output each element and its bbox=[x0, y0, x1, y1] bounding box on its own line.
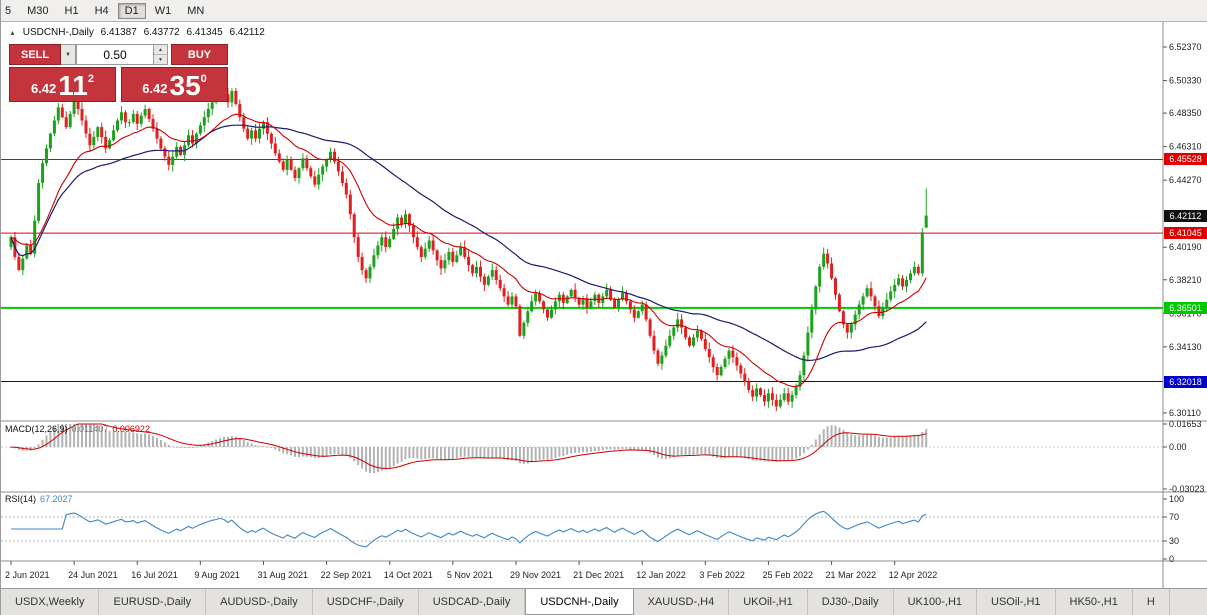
chart-tab-bar: USDX,Weekly EURUSD-,Daily AUDUSD-,Daily USD… bbox=[1, 588, 1207, 615]
sell-price-point: 2 bbox=[87, 73, 95, 85]
macd-main-value: 0.011407 bbox=[71, 424, 109, 434]
svg-text:6.34130: 6.34130 bbox=[1169, 342, 1202, 352]
sell-button[interactable]: SELL bbox=[9, 44, 61, 65]
svg-text:6.30110: 6.30110 bbox=[1169, 408, 1201, 418]
svg-text:29 Nov 2021: 29 Nov 2021 bbox=[510, 570, 561, 580]
chart-tab[interactable]: UKOil-,H1 bbox=[729, 589, 808, 615]
ohlc-open: 6.41387 bbox=[100, 27, 137, 38]
symbol-title: USDCNH-,Daily bbox=[22, 27, 94, 38]
volume-input[interactable] bbox=[77, 45, 153, 64]
buy-price-main: 6.42 bbox=[142, 81, 168, 96]
svg-text:14 Oct 2021: 14 Oct 2021 bbox=[384, 570, 433, 580]
timeframe-button-h1[interactable]: H1 bbox=[64, 4, 79, 17]
svg-text:31 Aug 2021: 31 Aug 2021 bbox=[257, 570, 308, 580]
date-axis[interactable]: 2 Jun 2021 24 Jun 2021 16 Jul 2021 9 Aug 20… bbox=[5, 561, 937, 580]
chart-tab[interactable]: USDX,Weekly bbox=[1, 589, 100, 615]
ma-fast-line bbox=[10, 113, 927, 387]
svg-text:0: 0 bbox=[1169, 554, 1174, 564]
chart-tab[interactable]: H bbox=[1133, 589, 1170, 615]
svg-text:0.01653: 0.01653 bbox=[1169, 419, 1202, 429]
chart-tab[interactable]: EURUSD-,Daily bbox=[99, 589, 207, 615]
sell-price-main: 6.42 bbox=[30, 81, 57, 96]
svg-text:21 Dec 2021: 21 Dec 2021 bbox=[573, 570, 624, 580]
timeframe-button-w1[interactable]: W1 bbox=[154, 4, 172, 17]
current-price-badge: 6.42112 bbox=[1164, 209, 1207, 222]
macd-signal-value: 0.006922 bbox=[112, 424, 150, 434]
rsi-line bbox=[11, 510, 927, 548]
svg-text:22 Sep 2021: 22 Sep 2021 bbox=[321, 570, 372, 580]
timeframe-button-d1[interactable]: D1 bbox=[117, 2, 146, 19]
ma-slow-line bbox=[10, 124, 927, 362]
svg-text:6.40190: 6.40190 bbox=[1169, 242, 1202, 252]
chart-tab[interactable]: XAUUSD-,H4 bbox=[634, 589, 730, 615]
timeframe-button-m30[interactable]: M30 bbox=[27, 4, 49, 17]
sell-price-button[interactable]: 6.42 11 2 bbox=[9, 67, 116, 102]
hline-price-badge: 6.45528 bbox=[1164, 153, 1207, 166]
svg-text:6.44270: 6.44270 bbox=[1169, 175, 1202, 185]
timeframe-bar: 5 M30 H1 H4 D1 W1 MN bbox=[1, 0, 1207, 22]
macd-signal-line bbox=[10, 423, 927, 470]
svg-text:9 Aug 2021: 9 Aug 2021 bbox=[194, 570, 240, 580]
chart-tab[interactable]: USOil-,H1 bbox=[977, 589, 1056, 615]
volume-stepper: ▲ ▼ bbox=[154, 44, 168, 65]
hline-price-badge: 6.36501 bbox=[1164, 301, 1207, 314]
oneclick-collapse-icon[interactable]: ▲ bbox=[9, 30, 16, 37]
buy-button[interactable]: BUY bbox=[171, 44, 228, 65]
rsi-value: 67.2027 bbox=[40, 494, 73, 504]
svg-text:21 Mar 2022: 21 Mar 2022 bbox=[826, 570, 877, 580]
chart-tab[interactable]: USDCAD-,Daily bbox=[419, 589, 526, 615]
ohlc-high: 6.43772 bbox=[143, 27, 180, 38]
hline-price-badge: 6.41045 bbox=[1164, 227, 1207, 240]
horizontal-line-objects[interactable] bbox=[1, 158, 1163, 383]
svg-text:6.38210: 6.38210 bbox=[1169, 275, 1202, 285]
svg-text:6.46310: 6.46310 bbox=[1169, 142, 1202, 152]
svg-text:16 Jul 2021: 16 Jul 2021 bbox=[131, 570, 178, 580]
svg-text:6.52370: 6.52370 bbox=[1169, 42, 1202, 52]
svg-text:-0.03023: -0.03023 bbox=[1169, 484, 1205, 494]
buy-price-button[interactable]: 6.42 35 0 bbox=[121, 67, 228, 102]
timeframe-button-5[interactable]: 5 bbox=[5, 4, 12, 17]
svg-text:6.50330: 6.50330 bbox=[1169, 76, 1202, 86]
macd-indicator-header: MACD(12,26,9) 0.011407 0.006922 bbox=[5, 424, 150, 434]
sell-price-pips: 11 bbox=[58, 70, 88, 102]
ohlc-close: 6.42112 bbox=[229, 27, 265, 38]
buy-price-point: 0 bbox=[200, 73, 207, 85]
svg-text:2 Jun 2021: 2 Jun 2021 bbox=[5, 570, 50, 580]
volume-step-down-icon[interactable]: ▼ bbox=[154, 55, 167, 64]
svg-text:24 Jun 2021: 24 Jun 2021 bbox=[68, 570, 118, 580]
svg-text:30: 30 bbox=[1169, 536, 1179, 546]
chart-tab[interactable]: UK100-,H1 bbox=[894, 589, 978, 615]
svg-text:12 Apr 2022: 12 Apr 2022 bbox=[889, 570, 938, 580]
ohlc-low: 6.41345 bbox=[186, 27, 223, 38]
one-click-trade-panel: SELL ▼ ▲ ▼ BUY 6.42 11 2 6.42 35 0 bbox=[9, 44, 228, 102]
chart-tab[interactable]: USDCNH-,Daily bbox=[525, 589, 634, 615]
rsi-label: RSI(14) bbox=[5, 494, 37, 504]
buy-price-pips: 35 bbox=[169, 70, 201, 102]
volume-dropdown-icon[interactable]: ▼ bbox=[61, 44, 76, 65]
volume-field-wrap bbox=[76, 44, 154, 65]
chart-symbol-header: ▲ USDCNH-,Daily 6.41387 6.43772 6.41345 … bbox=[9, 27, 269, 38]
hline-price-badge: 6.32018 bbox=[1164, 375, 1207, 388]
rsi-indicator-header: RSI(14) 67.2027 bbox=[5, 494, 73, 504]
svg-text:6.48350: 6.48350 bbox=[1169, 108, 1202, 118]
svg-text:25 Feb 2022: 25 Feb 2022 bbox=[762, 570, 813, 580]
svg-text:12 Jan 2022: 12 Jan 2022 bbox=[636, 570, 686, 580]
svg-text:0.00: 0.00 bbox=[1169, 442, 1187, 452]
volume-step-up-icon[interactable]: ▲ bbox=[154, 45, 167, 55]
svg-text:70: 70 bbox=[1169, 512, 1179, 522]
timeframe-button-h4[interactable]: H4 bbox=[94, 4, 109, 17]
chart-tab[interactable]: HK50-,H1 bbox=[1056, 589, 1133, 615]
macd-label: MACD(12,26,9) bbox=[5, 424, 68, 434]
timeframe-button-mn[interactable]: MN bbox=[187, 4, 205, 17]
svg-text:100: 100 bbox=[1169, 494, 1184, 504]
chart-tab[interactable]: USDCHF-,Daily bbox=[313, 589, 419, 615]
chart-tab[interactable]: DJ30-,Daily bbox=[808, 589, 894, 615]
macd-histogram bbox=[10, 424, 928, 474]
chart-tab[interactable]: AUDUSD-,Daily bbox=[206, 589, 313, 615]
svg-text:5 Nov 2021: 5 Nov 2021 bbox=[447, 570, 493, 580]
candlestick-series bbox=[9, 87, 928, 412]
svg-text:3 Feb 2022: 3 Feb 2022 bbox=[699, 570, 745, 580]
